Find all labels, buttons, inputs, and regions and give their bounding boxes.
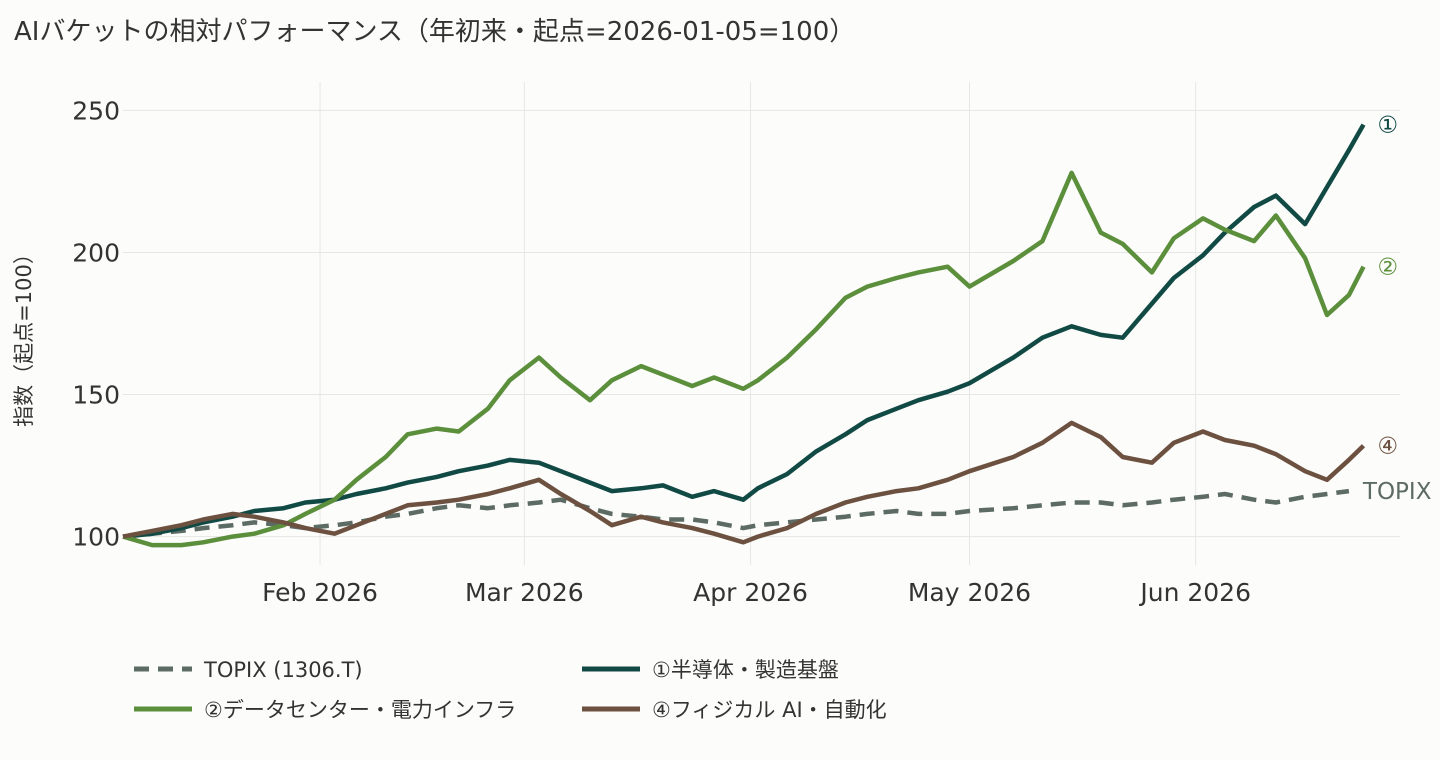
series-end-label: TOPIX — [1362, 479, 1432, 505]
series-line-3 — [122, 170, 1366, 548]
x-tick-label: Jun 2026 — [1138, 578, 1251, 607]
legend: TOPIX (1306.T) ①半導体・製造基盤 ②データセンター・電力インフラ ④フ… — [134, 658, 887, 722]
series-layer — [122, 123, 1366, 548]
x-tick-label: Mar 2026 — [465, 578, 584, 607]
legend-label: TOPIX (1306.T) — [203, 658, 363, 682]
y-axis-label: 指数（起点=100） — [12, 243, 36, 427]
x-tick-label: Feb 2026 — [262, 578, 378, 607]
legend-item: TOPIX (1306.T) — [134, 658, 363, 682]
end-labels: TOPIX ① ② ④ — [1362, 113, 1432, 506]
legend-item: ①半導体・製造基盤 — [582, 658, 839, 682]
y-tick-label: 150 — [72, 381, 120, 410]
x-tick-label: May 2026 — [908, 578, 1031, 607]
x-axis: Feb 2026 Mar 2026 Apr 2026 May 2026 Jun 2026 — [262, 578, 1251, 607]
series-end-label: ② — [1378, 255, 1399, 281]
x-tick-label: Apr 2026 — [693, 578, 808, 607]
series-line-4 — [122, 420, 1366, 545]
legend-label: ④フィジカル AI・自動化 — [652, 698, 887, 722]
legend-item: ②データセンター・電力インフラ — [134, 698, 516, 722]
series-end-label: ④ — [1378, 434, 1399, 460]
y-gridlines — [123, 109, 1400, 538]
series-end-label: ① — [1378, 113, 1399, 139]
y-tick-label: 250 — [72, 96, 120, 125]
series-line-2 — [122, 123, 1366, 539]
y-axis: 100 150 200 250 — [72, 96, 120, 551]
legend-item: ④フィジカル AI・自動化 — [582, 698, 887, 722]
y-tick-label: 100 — [72, 523, 120, 552]
series-line-1 — [122, 488, 1350, 539]
legend-label: ②データセンター・電力インフラ — [204, 698, 516, 722]
legend-label: ①半導体・製造基盤 — [652, 658, 839, 682]
chart-title: AIバケットの相対パフォーマンス（年初来・起点=2026-01-05=100） — [14, 17, 855, 47]
x-gridlines — [319, 82, 1197, 565]
y-tick-label: 200 — [72, 238, 120, 267]
